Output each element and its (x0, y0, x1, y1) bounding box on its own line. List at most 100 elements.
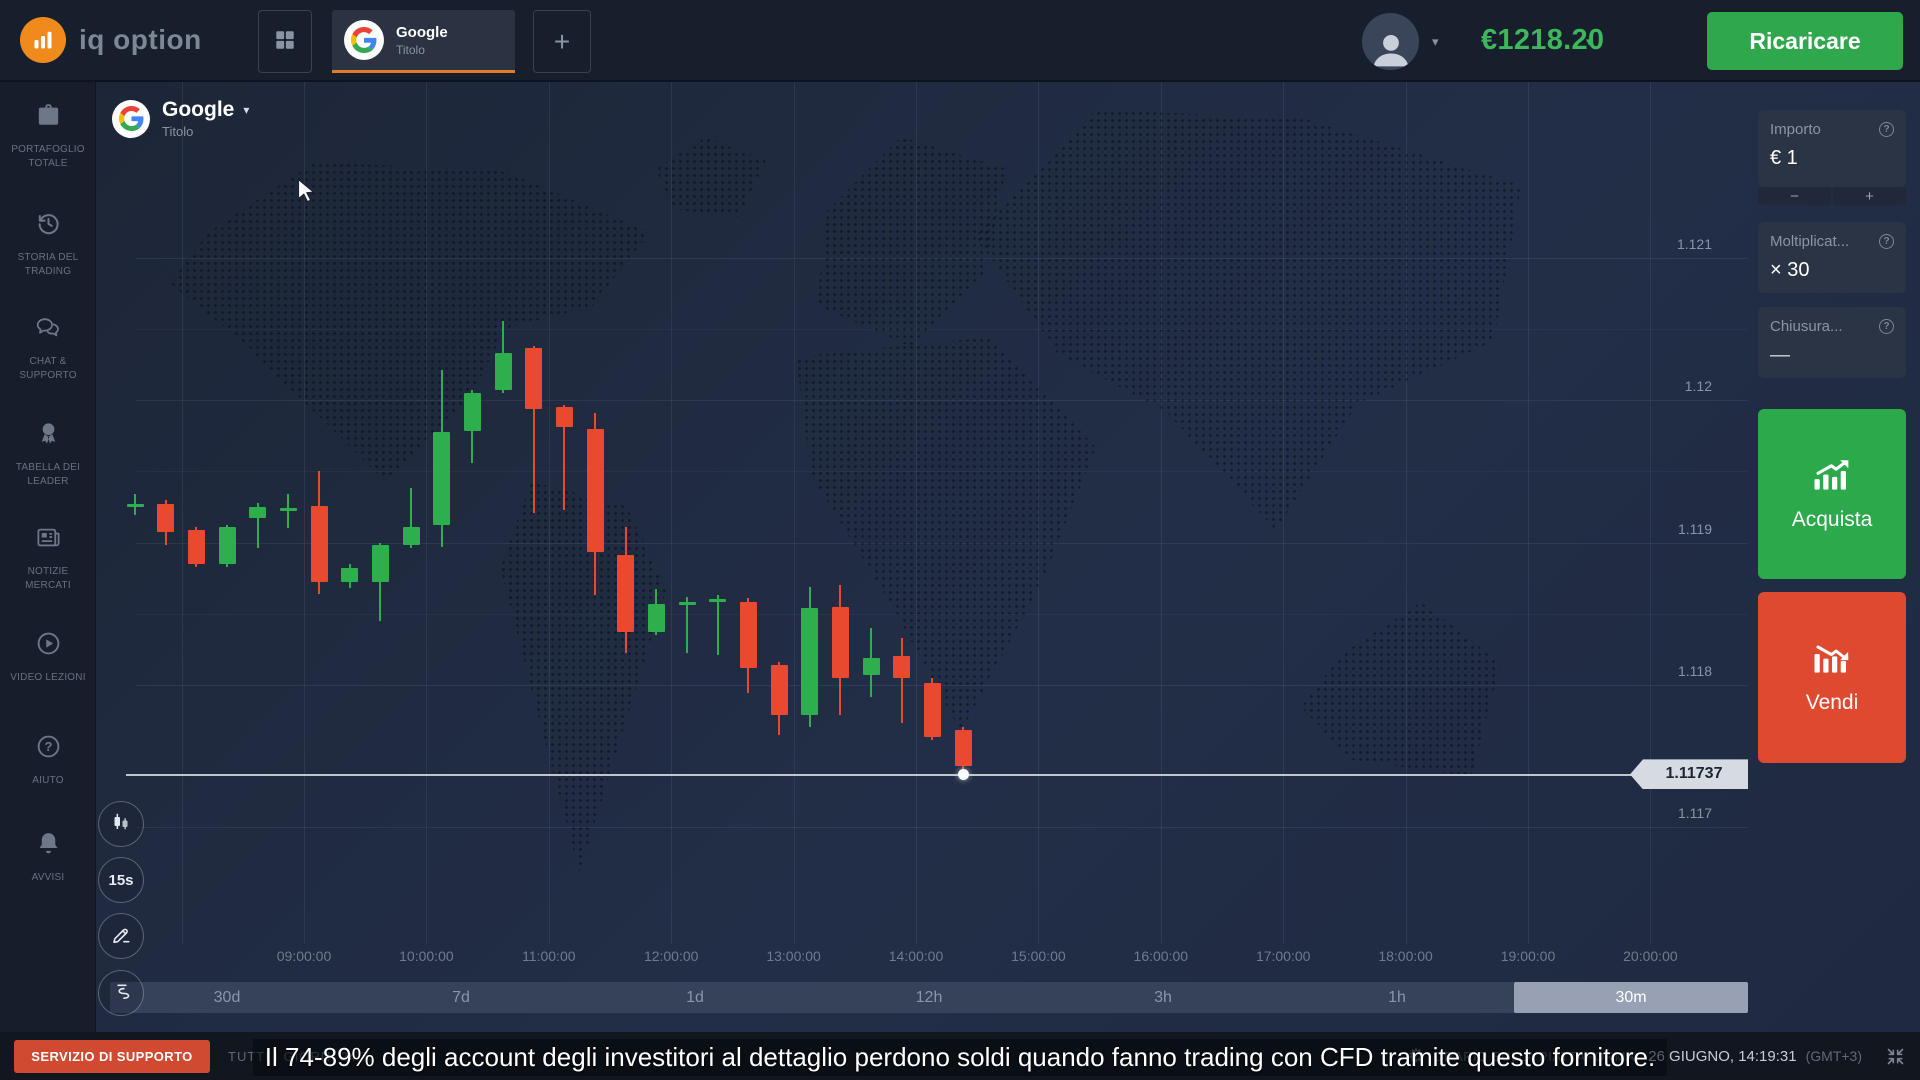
tab-google[interactable]: Google Titolo (332, 10, 515, 73)
candle-wick (195, 526, 198, 567)
time-axis-label: 15:00:00 (1011, 948, 1066, 964)
candle-wick (410, 488, 413, 549)
candle-body (463, 393, 481, 432)
portfolio-icon (35, 102, 62, 135)
chart-header: Google ▾ Titolo (112, 98, 249, 139)
sidebar-item-label: TABELLA DEI LEADER (15, 461, 81, 488)
sidebar-item-chat[interactable]: CHAT & SUPPORTO (0, 314, 96, 384)
sidebar: PORTAFOGLIO TOTALE STORIA DEL TRADING CHAT… (0, 82, 96, 1032)
candle-wick (594, 413, 597, 596)
candle-wick (563, 404, 566, 510)
timeframe-12h[interactable]: 12h (915, 988, 943, 1006)
candle-body (157, 504, 175, 533)
candle-body (310, 505, 328, 583)
sidebar-item-tabella[interactable]: TABELLA DEI LEADER (0, 420, 96, 490)
sidebar-item-portafoglio[interactable]: PORTAFOGLIO TOTALE (0, 102, 96, 172)
time-axis-label: 20:00:00 (1623, 948, 1678, 964)
sell-button[interactable]: Vendi (1758, 592, 1906, 763)
history-icon (35, 210, 62, 243)
current-price-tag: 1.11737 (1630, 759, 1748, 790)
asset-selector[interactable]: Google ▾ (162, 98, 249, 122)
person-icon (1373, 34, 1408, 67)
avatar[interactable] (1362, 13, 1419, 70)
candle-body (770, 664, 788, 715)
avatar-caret-icon[interactable]: ▾ (1432, 34, 1439, 49)
sidebar-item-avvisi[interactable]: AVVISI (0, 830, 96, 885)
amount-increase-button[interactable]: + (1833, 187, 1906, 205)
candle-body (433, 431, 451, 526)
timeframe-30d[interactable]: 30d (213, 988, 241, 1006)
asset-subtitle: Titolo (162, 124, 194, 139)
timeframe-1h[interactable]: 1h (1388, 988, 1406, 1006)
sidebar-item-video[interactable]: VIDEO LEZIONI (0, 630, 96, 685)
candle-wick (256, 502, 259, 549)
timeframe-7d[interactable]: 7d (452, 988, 470, 1006)
balance[interactable]: €1218.20 (1481, 24, 1605, 56)
sidebar-item-label: AIUTO (32, 774, 64, 786)
tab-subtitle: Titolo (396, 42, 425, 57)
deposit-button[interactable]: Ricaricare (1707, 12, 1903, 70)
help-icon[interactable]: ? (1879, 122, 1894, 137)
trend-down-icon (1811, 640, 1853, 681)
price-axis-label: 1.119 (1678, 520, 1712, 537)
time-axis-label: 14:00:00 (888, 948, 944, 964)
time-axis-label: 12:00:00 (643, 948, 699, 964)
top-bar: iq option Google Titolo + ▾ €1218.20 ▾ R… (0, 0, 1920, 82)
add-tab-button[interactable]: + (533, 10, 591, 73)
timeframe-30m[interactable]: 30m (1514, 982, 1748, 1013)
timeframe-1d[interactable]: 1d (686, 988, 704, 1006)
candle-body (617, 555, 635, 633)
buy-button[interactable]: Acquista (1758, 409, 1906, 579)
tab-title: Google (396, 23, 448, 41)
candle-body (862, 657, 880, 675)
time-axis-label: 18:00:00 (1378, 948, 1433, 964)
candle-body (341, 568, 359, 583)
candle-body (831, 606, 849, 678)
candle-wick (287, 494, 290, 529)
svg-text:?: ? (44, 739, 52, 754)
multiplier-card[interactable]: Moltiplicat... ? × 30 (1758, 222, 1906, 293)
candle-body (249, 506, 267, 519)
asset-grid-button[interactable] (258, 10, 312, 73)
time-axis-label: 16:00:00 (1133, 948, 1189, 964)
amount-value: € 1 (1770, 147, 1798, 169)
exit-fullscreen-icon[interactable] (1885, 1046, 1906, 1067)
balance-caret-icon[interactable]: ▾ (1586, 34, 1593, 49)
sidebar-item-label: VIDEO LEZIONI (10, 671, 86, 683)
help-icon[interactable]: ? (1879, 234, 1894, 249)
help-icon[interactable]: ? (1879, 319, 1894, 334)
pencil-icon (110, 923, 133, 950)
google-logo-icon (112, 99, 150, 138)
asset-title: Google (162, 98, 235, 121)
candle-wick (716, 595, 719, 655)
timeframe-3h[interactable]: 3h (1154, 988, 1172, 1006)
indicators-button[interactable] (98, 970, 144, 1016)
chart-type-button[interactable] (98, 801, 144, 847)
sidebar-item-aiuto[interactable]: ? AIUTO (0, 733, 96, 788)
sidebar-item-notizie[interactable]: NOTIZIE MERCATI (0, 524, 96, 594)
candle-wick (870, 627, 873, 698)
draw-tool-button[interactable] (98, 913, 144, 959)
support-button[interactable]: SERVIZIO DI SUPPORTO (14, 1039, 210, 1073)
candle-wick (440, 370, 443, 547)
amount-decrease-button[interactable]: − (1758, 187, 1831, 205)
time-axis-label: 17:00:00 (1255, 948, 1311, 964)
closure-card[interactable]: Chiusura... ? — (1758, 307, 1906, 378)
candles-layer (96, 82, 1920, 1032)
candle-body (801, 607, 819, 715)
chat-icon (35, 314, 62, 347)
candle-wick (502, 320, 505, 394)
news-icon (35, 524, 62, 557)
trend-up-icon (1811, 457, 1853, 498)
interval-button[interactable]: 15s (98, 857, 144, 903)
world-map-dots (96, 82, 1920, 1032)
sidebar-item-storia[interactable]: STORIA DEL TRADING (0, 210, 96, 280)
candle-body (739, 602, 757, 668)
price-axis-label: 1.12 (1684, 378, 1712, 395)
candle-body (187, 529, 205, 564)
video-icon (35, 630, 62, 663)
candle-wick (624, 526, 627, 654)
candle-wick (931, 677, 934, 741)
amount-card[interactable]: Importo ? € 1 (1758, 110, 1906, 187)
candle-body (647, 603, 665, 633)
